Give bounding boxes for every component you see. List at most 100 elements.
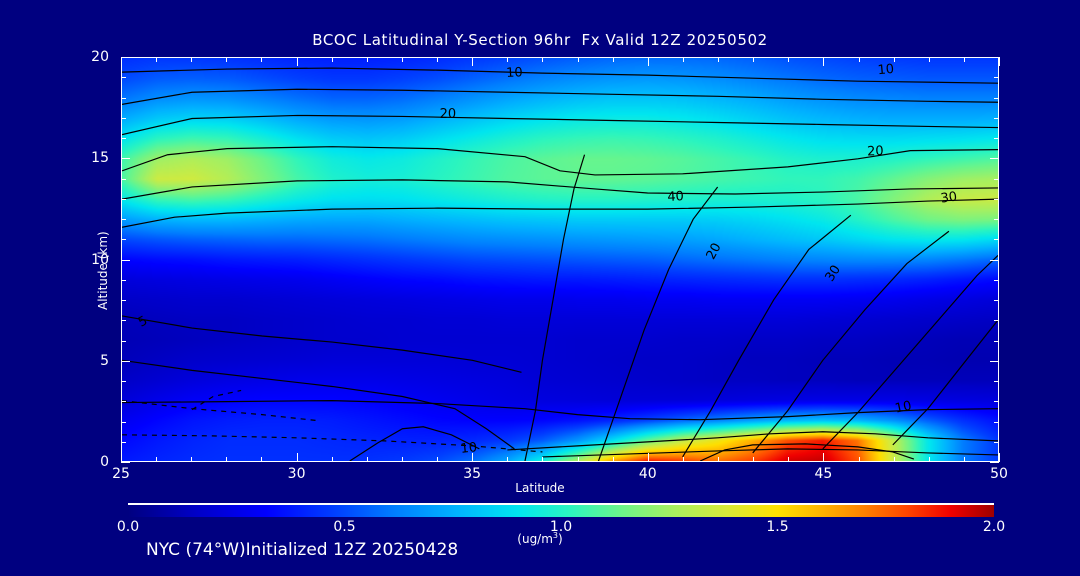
- contour-label: 20: [704, 241, 725, 263]
- contour-line: [349, 426, 480, 461]
- x-tickmark-top: [332, 57, 333, 62]
- x-tickmark: [753, 457, 754, 462]
- contour-line: [122, 88, 998, 105]
- y-tickmark-right: [994, 442, 999, 443]
- y-tickmark: [121, 57, 130, 58]
- y-tickmark-right: [994, 422, 999, 423]
- x-tickmark: [613, 457, 614, 462]
- contour-label: 20: [867, 144, 884, 160]
- y-tickmark: [121, 300, 126, 301]
- chart-title: BCOC Latitudinal Y-Section 96hr Fx Valid…: [312, 31, 768, 49]
- x-tickmark: [788, 457, 789, 462]
- y-tickmark-right: [994, 179, 999, 180]
- y-tickmark-right: [994, 77, 999, 78]
- x-tickmark: [191, 457, 192, 462]
- x-tickmark: [683, 457, 684, 462]
- plot-area: 10 10 20 20 30 40 20 30 5 10 10: [121, 57, 999, 462]
- contour-label: 30: [823, 263, 844, 285]
- y-tick-5: 5: [100, 352, 109, 369]
- colorbar-tick-2.0: 2.0: [982, 519, 1006, 535]
- x-tickmark-top: [156, 57, 157, 62]
- x-tickmark-top: [648, 57, 649, 66]
- contour-line: [122, 434, 543, 453]
- contour-line: [892, 319, 998, 446]
- y-tick-20: 20: [91, 49, 109, 65]
- x-tickmark-top: [507, 57, 508, 62]
- x-tickmark-top: [964, 57, 965, 62]
- y-tickmark-right: [990, 462, 999, 463]
- colorbar-units-exponent: 3: [552, 531, 559, 540]
- contour-line: [524, 154, 586, 461]
- y-tickmark-right: [994, 118, 999, 119]
- x-tickmark: [823, 453, 824, 462]
- x-tick-50: 50: [990, 466, 1008, 482]
- y-tickmark: [121, 77, 126, 78]
- x-tickmark-top: [999, 57, 1000, 66]
- colorbar-tick-0.0: 0.0: [116, 519, 140, 535]
- x-tickmark: [578, 457, 579, 462]
- contour-line: [597, 186, 719, 461]
- x-tickmark-top: [718, 57, 719, 62]
- y-tickmark: [121, 341, 126, 342]
- contour-label: 30: [940, 189, 958, 206]
- y-tickmark: [121, 320, 126, 321]
- x-tickmark: [999, 453, 1000, 462]
- contour-line: [699, 443, 915, 461]
- x-tickmark: [929, 457, 930, 462]
- x-tick-40: 40: [638, 466, 657, 482]
- x-tickmark: [472, 453, 473, 462]
- x-tickmark-top: [788, 57, 789, 62]
- x-tickmark: [261, 457, 262, 462]
- x-tickmark-top: [753, 57, 754, 62]
- x-tickmark-top: [402, 57, 403, 62]
- y-tickmark: [121, 158, 130, 159]
- x-tickmark: [367, 457, 368, 462]
- x-tickmark-top: [226, 57, 227, 62]
- contour-label: 10: [460, 440, 478, 457]
- x-tickmark-top: [191, 57, 192, 62]
- y-tickmark-right: [994, 138, 999, 139]
- y-tickmark-right: [994, 219, 999, 220]
- x-tickmark-top: [613, 57, 614, 62]
- x-tickmark: [156, 457, 157, 462]
- y-tickmark-right: [994, 401, 999, 402]
- colorbar-units-text: (ug/m: [517, 532, 553, 546]
- contour-label: 5: [136, 313, 150, 330]
- y-tickmark-right: [994, 341, 999, 342]
- x-tickmark-top: [929, 57, 930, 62]
- contour-line: [122, 198, 998, 228]
- y-tickmark: [121, 118, 126, 119]
- y-tickmark: [121, 462, 130, 463]
- y-axis-label: Altitude (km): [96, 231, 110, 310]
- y-tickmark: [121, 280, 126, 281]
- x-tickmark: [297, 453, 298, 462]
- y-tickmark: [121, 442, 126, 443]
- contour-line: [122, 146, 998, 176]
- x-tickmark-top: [542, 57, 543, 62]
- y-tickmark-right: [994, 320, 999, 321]
- x-tickmark: [226, 457, 227, 462]
- x-tickmark-top: [297, 57, 298, 66]
- contour-line: [542, 448, 998, 458]
- x-tick-35: 35: [463, 466, 482, 482]
- contour-line: [191, 389, 242, 411]
- x-tickmark-top: [859, 57, 860, 62]
- y-tick-0: 0: [100, 454, 109, 470]
- contour-line: [507, 431, 998, 451]
- x-tick-25: 25: [112, 466, 130, 482]
- contour-label: 10: [894, 399, 913, 417]
- colorbar-units-paren: ): [558, 532, 563, 546]
- y-tickmark-right: [994, 239, 999, 240]
- x-tickmark: [859, 457, 860, 462]
- contour-label: 10: [877, 62, 895, 78]
- y-tickmark-right: [994, 98, 999, 99]
- contour-line: [752, 230, 950, 454]
- y-tickmark: [121, 199, 126, 200]
- y-tickmark-right: [990, 158, 999, 159]
- y-tickmark-right: [994, 381, 999, 382]
- x-tickmark: [894, 457, 895, 462]
- y-tickmark: [121, 401, 126, 402]
- contour-line: [122, 400, 998, 421]
- contour-line: [122, 315, 522, 373]
